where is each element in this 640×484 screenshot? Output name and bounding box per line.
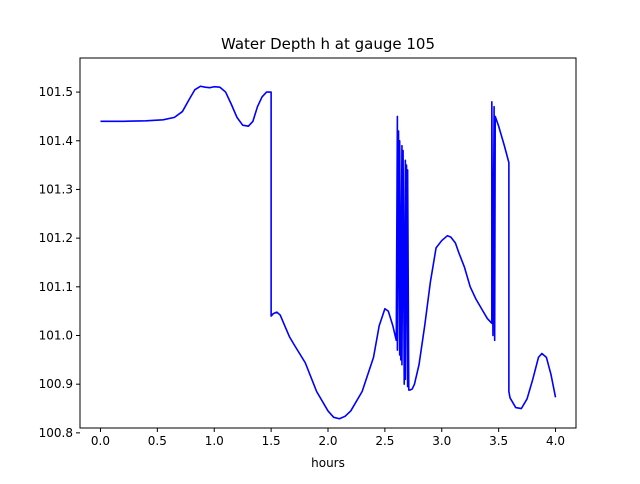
x-tick-label: 0.5 [148,434,167,448]
x-tick-label: 1.0 [205,434,224,448]
y-tick-label: 101.0 [39,329,73,343]
series-line-0 [100,85,557,420]
x-axis-label: hours [311,456,345,470]
y-tick-label: 101.5 [39,85,73,99]
plot-area [100,85,557,420]
y-tick-label: 100.9 [39,377,73,391]
x-tick-label: 3.5 [489,434,508,448]
x-tick-label: 3.0 [432,434,451,448]
y-tick-label: 101.1 [39,280,73,294]
chart-title: Water Depth h at gauge 105 [221,35,435,53]
axes: 0.0 0.5 1.0 1.5 2.0 2.5 3.0 3.5 4.0 100.8 100.9 101… [39,57,577,448]
x-tick-label: 1.5 [262,434,281,448]
y-tick-label: 100.8 [39,426,73,440]
y-tick-label: 101.3 [39,182,73,196]
x-tick-label: 2.0 [318,434,337,448]
y-tick-label: 101.4 [39,134,73,148]
x-tick-label: 2.5 [375,434,394,448]
x-tick-label: 0.0 [91,434,110,448]
y-tick-label: 101.2 [39,231,73,245]
x-tick-label: 4.0 [546,434,565,448]
